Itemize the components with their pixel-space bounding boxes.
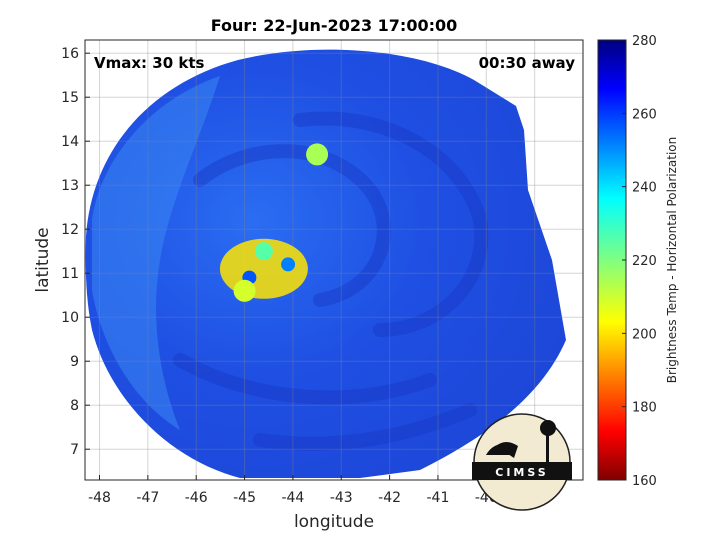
vmax-annotation: Vmax: 30 kts [94, 54, 204, 72]
brightness-temp-swath [85, 49, 566, 478]
colorbar-tick-label: 280 [632, 34, 657, 49]
y-tick-label: 7 [70, 442, 79, 458]
x-tick-label: -44 [281, 490, 304, 506]
x-tick-label: -43 [330, 490, 353, 506]
x-tick-label: -48 [88, 490, 111, 506]
logo-tower-tank-icon [540, 420, 556, 436]
spiral-band-2 [193, 144, 391, 307]
colorbar-label: Brightness Temp - Horizontal Polarizatio… [665, 137, 679, 384]
y-tick-label: 12 [61, 222, 79, 238]
y-axis-label: latitude [33, 227, 53, 292]
logo-text: CIMSS [495, 466, 548, 479]
logo-tower-icon [546, 432, 549, 462]
y-tick-label: 8 [70, 398, 79, 414]
cold-cloud-cell-2 [281, 257, 296, 272]
spiral-band-1 [293, 111, 489, 337]
colorbar-ticks: 160 180 200 220 240 260 280 [622, 34, 657, 489]
cold-cloud-cell-4 [233, 279, 256, 302]
x-tick-label: -45 [233, 490, 256, 506]
logo-dish-icon-2 [496, 442, 518, 458]
x-axis-ticks: -48-47-46-45-44-43-42-41-40-39 [88, 475, 546, 506]
cold-cloud-cells [219, 143, 329, 302]
y-tick-label: 9 [70, 354, 79, 370]
logo-banner [472, 462, 572, 480]
y-tick-label: 15 [61, 90, 79, 106]
y-axis-ticks: 7 8 9 10 11 12 13 14 15 16 [61, 46, 90, 458]
swath-footprint [85, 49, 566, 478]
cimss-logo: CIMSS [472, 413, 572, 511]
x-tick-label: -47 [136, 490, 159, 506]
colorbar-tick-label: 180 [632, 401, 657, 416]
colorbar-tick-label: 240 [632, 181, 657, 196]
map-plot-area [85, 40, 583, 480]
x-tick-label: -42 [378, 490, 401, 506]
y-tick-label: 13 [61, 178, 79, 194]
colorbar-tick-label: 160 [632, 474, 657, 489]
plot-title: Four: 22-Jun-2023 17:00:00 [211, 16, 458, 35]
colorbar [597, 39, 627, 481]
spiral-band-4 [253, 403, 477, 451]
colorbar-tick-label: 200 [632, 327, 657, 342]
time-away-annotation: 00:30 away [479, 54, 576, 72]
x-tick-label: -41 [427, 490, 450, 506]
y-tick-label: 14 [61, 134, 79, 150]
y-tick-label: 11 [61, 266, 79, 282]
cold-cloud-cell-5 [306, 143, 329, 166]
plot-frame [84, 39, 584, 481]
x-axis-label: longitude [294, 512, 374, 532]
x-tick-label: -46 [185, 490, 208, 506]
colorbar-tick-label: 260 [632, 107, 657, 122]
spiral-band-3 [173, 353, 437, 405]
colorbar-tick-label: 220 [632, 254, 657, 269]
swath-warm-band [92, 76, 220, 430]
cold-cloud-cell-3 [254, 242, 273, 261]
y-tick-label: 16 [61, 46, 79, 62]
y-tick-label: 10 [61, 310, 79, 326]
